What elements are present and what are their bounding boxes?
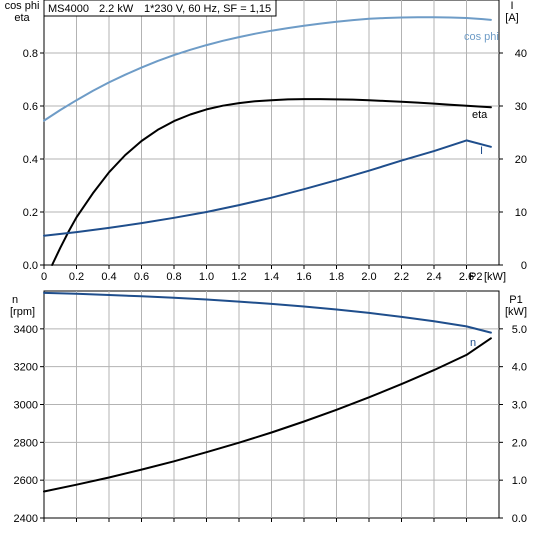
top-chart: 0.0 0.2 0.4 0.6 0.8 0 10 20 30 40 0 0.2 0.4 0.6 0.8 1… bbox=[5, 0, 527, 283]
top-bottom-axis: 0 0.2 0.4 0.6 0.8 1.0 1.2 1.4 1.6 1.8 2.0 2.2 2.4 2.6 bbox=[41, 265, 474, 283]
top-chart-series bbox=[43, 16, 492, 266]
bottom-right-tick-label: 4.0 bbox=[512, 362, 527, 374]
bottom-series-line-n bbox=[43, 291, 492, 334]
bottom-right-tick-label: 2.0 bbox=[512, 437, 527, 449]
header-power: 2.2 kW bbox=[99, 3, 134, 15]
top-x-tick-label: 0 bbox=[41, 271, 47, 283]
top-x-axis-title-name: P2 bbox=[469, 271, 482, 283]
top-left-tick-label: 0.8 bbox=[23, 48, 38, 60]
top-x-tick-label: 1.4 bbox=[264, 271, 279, 283]
top-right-tick-label: 10 bbox=[515, 207, 527, 219]
bottom-left-tick-label: 3000 bbox=[14, 400, 38, 412]
top-right-tick-label: 20 bbox=[515, 154, 527, 166]
top-x-tick-label: 1.8 bbox=[329, 271, 344, 283]
bottom-chart-grid bbox=[44, 291, 499, 518]
top-x-tick-label: 2.2 bbox=[394, 271, 409, 283]
top-x-tick-label: 0.4 bbox=[101, 271, 116, 283]
header-supply: 1*230 V, 60 Hz, SF = 1,15 bbox=[144, 3, 271, 15]
top-left-tick-label: 0.0 bbox=[23, 260, 38, 272]
bottom-right-axis-title-line2: [kW] bbox=[505, 306, 527, 318]
bottom-left-axis-title-line1: n bbox=[12, 294, 18, 306]
top-right-tick-label: 30 bbox=[515, 101, 527, 113]
bottom-left-axis-title-line2: [rpm] bbox=[10, 306, 35, 318]
eta-series-label: eta bbox=[472, 109, 488, 121]
top-left-tick-label: 0.4 bbox=[23, 154, 38, 166]
bottom-chart-series bbox=[43, 291, 492, 493]
top-x-axis-title-unit: [kW] bbox=[484, 271, 506, 283]
top-x-tick-label: 2.6 bbox=[459, 271, 474, 283]
header-box bbox=[43, 0, 277, 17]
bottom-left-tick-label: 2800 bbox=[14, 437, 38, 449]
bottom-left-tick-label: 2600 bbox=[14, 475, 38, 487]
top-series-line-cos-phi bbox=[43, 16, 492, 122]
top-left-axis-title-line2: eta bbox=[14, 12, 30, 24]
top-left-tick-label: 0.2 bbox=[23, 207, 38, 219]
top-x-tick-label: 2.0 bbox=[361, 271, 376, 283]
bottom-left-tick-label: 3400 bbox=[14, 324, 38, 336]
top-chart-grid bbox=[44, 0, 499, 265]
bottom-left-axis: 2400 2600 2800 3000 3200 3400 bbox=[14, 324, 467, 525]
top-series-line-i bbox=[43, 139, 492, 237]
top-right-tick-label: 40 bbox=[515, 48, 527, 60]
top-series-line-eta bbox=[51, 98, 492, 266]
top-x-tick-label: 1.0 bbox=[199, 271, 214, 283]
bottom-right-tick-label: 0.0 bbox=[512, 513, 527, 525]
top-x-tick-label: 2.4 bbox=[426, 271, 441, 283]
speed-series-label: n bbox=[470, 337, 476, 349]
top-right-axis-title-line2: [A] bbox=[505, 12, 518, 24]
bottom-left-tick-label: 2400 bbox=[14, 513, 38, 525]
top-right-axis: 0 10 20 30 40 bbox=[499, 48, 527, 272]
top-right-axis-title-line1: I bbox=[510, 0, 513, 12]
bottom-right-tick-label: 3.0 bbox=[512, 400, 527, 412]
top-left-axis: 0.0 0.2 0.4 0.6 0.8 bbox=[23, 48, 44, 272]
bottom-series-line-p1 bbox=[43, 337, 492, 493]
cosphi-series-label: cos phi bbox=[464, 31, 499, 43]
bottom-right-tick-label: 5.0 bbox=[512, 324, 527, 336]
bottom-left-tick-label: 3200 bbox=[14, 362, 38, 374]
bottom-chart: 2400 2600 2800 3000 3200 3400 0.0 1.0 2.0 3.0 4.0… bbox=[10, 290, 527, 525]
top-x-tick-label: 0.8 bbox=[166, 271, 181, 283]
top-x-tick-label: 1.6 bbox=[296, 271, 311, 283]
top-left-axis-title-line1: cos phi bbox=[5, 0, 40, 12]
top-x-tick-label: 0.2 bbox=[69, 271, 84, 283]
current-series-label: I bbox=[480, 145, 483, 157]
bottom-right-axis-title-line1: P1 bbox=[509, 294, 522, 306]
bottom-right-tick-label: 1.0 bbox=[512, 475, 527, 487]
header-model: MS4000 bbox=[48, 3, 89, 15]
top-right-tick-label: 0 bbox=[521, 260, 527, 272]
top-x-tick-label: 0.6 bbox=[134, 271, 149, 283]
top-left-tick-label: 0.6 bbox=[23, 101, 38, 113]
top-x-tick-label: 1.2 bbox=[231, 271, 246, 283]
bottom-right-axis: 0.0 1.0 2.0 3.0 4.0 5.0 bbox=[499, 324, 527, 525]
